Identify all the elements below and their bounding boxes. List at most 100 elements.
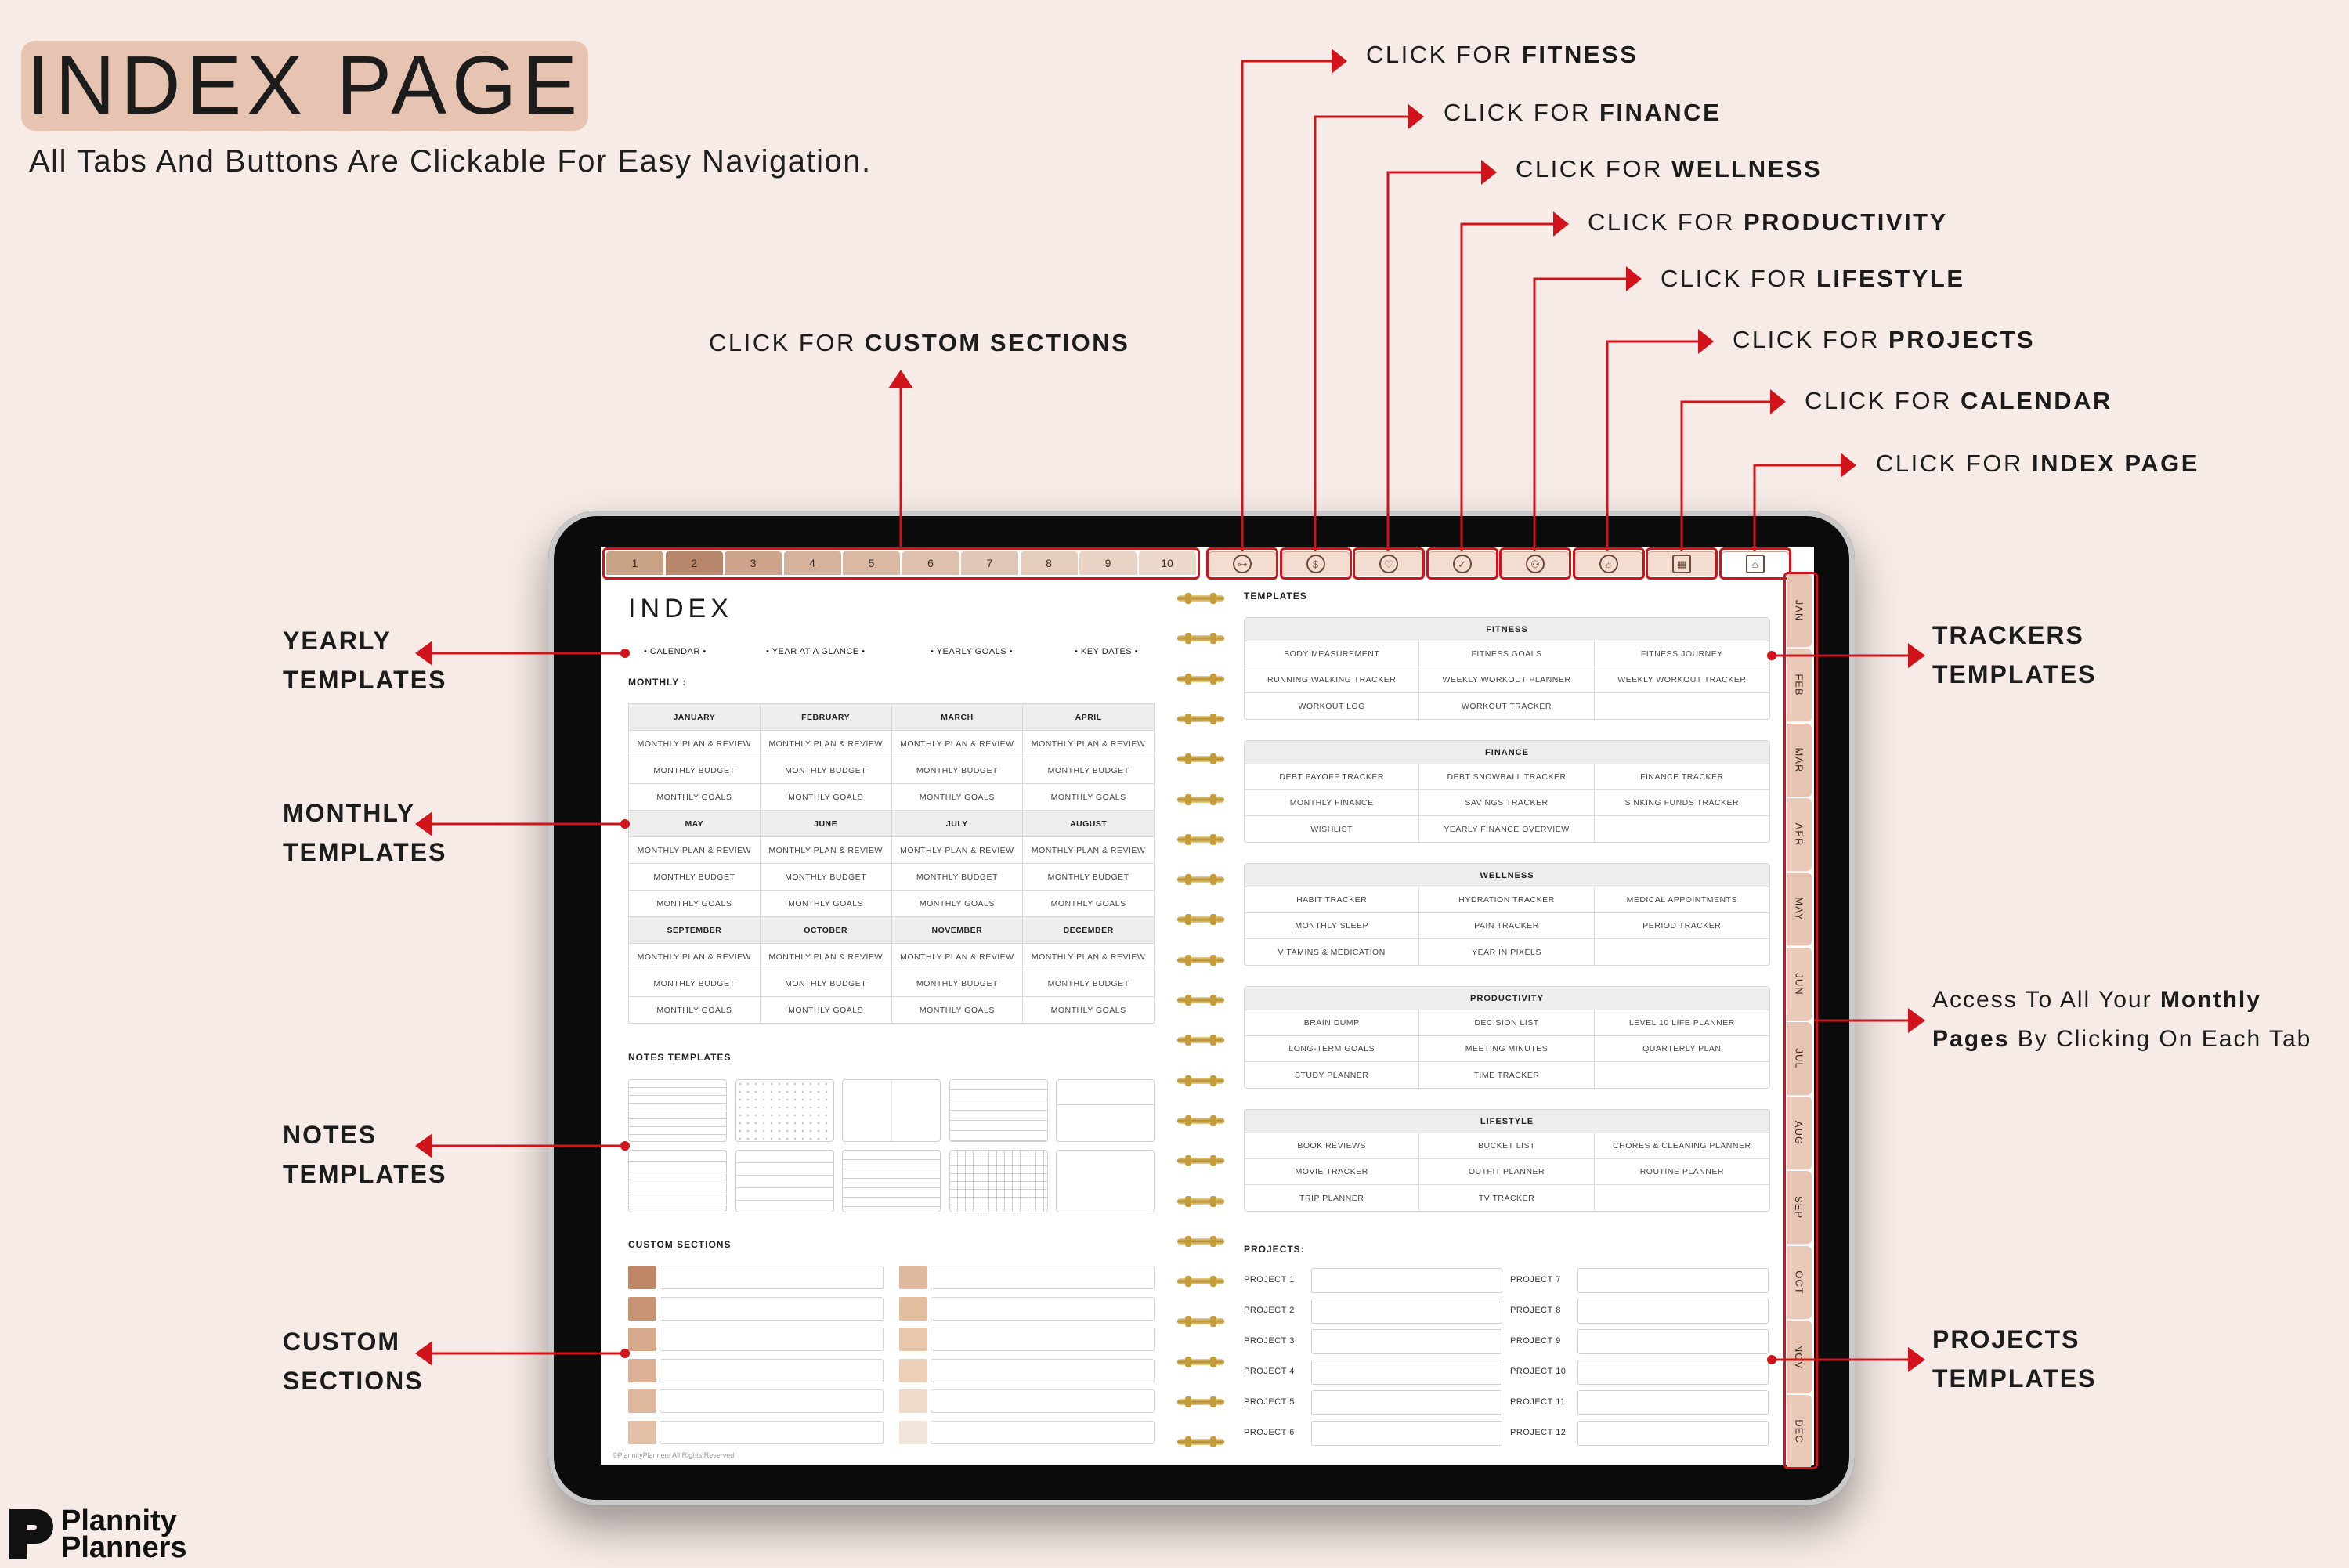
month-item-december[interactable]: MONTHLY PLAN & REVIEW (1022, 943, 1155, 970)
custom-section-5[interactable] (628, 1389, 884, 1413)
template-link[interactable]: SINKING FUNDS TRACKER (1594, 790, 1769, 816)
custom-section-6[interactable] (628, 1420, 884, 1444)
tab-month-oct[interactable]: OCT (1787, 1245, 1812, 1320)
template-link[interactable]: DEBT SNOWBALL TRACKER (1419, 764, 1595, 790)
month-item-may[interactable]: MONTHLY BUDGET (628, 863, 761, 891)
month-item-june[interactable]: MONTHLY BUDGET (759, 863, 892, 891)
tab-custom-8[interactable]: 8 (1020, 551, 1078, 575)
tab-custom-10[interactable]: 10 (1138, 551, 1196, 575)
tab-month-jul[interactable]: JUL (1787, 1021, 1812, 1096)
custom-section-field[interactable] (660, 1420, 884, 1444)
link-year-at-a-glance[interactable]: • YEAR AT A GLANCE • (766, 647, 866, 656)
template-link[interactable]: CHORES & CLEANING PLANNER (1594, 1133, 1769, 1159)
month-item-february[interactable]: MONTHLY PLAN & REVIEW (759, 730, 892, 757)
template-link[interactable]: TV TRACKER (1419, 1185, 1595, 1211)
project-field-11[interactable] (1577, 1390, 1769, 1415)
month-header-april[interactable]: APRIL (1022, 703, 1155, 731)
template-link[interactable]: TRIP PLANNER (1245, 1185, 1420, 1211)
tab-custom-6[interactable]: 6 (902, 551, 959, 575)
month-item-november[interactable]: MONTHLY PLAN & REVIEW (891, 943, 1024, 970)
month-item-may[interactable]: MONTHLY PLAN & REVIEW (628, 836, 761, 864)
tab-custom-7[interactable]: 7 (961, 551, 1018, 575)
month-item-march[interactable]: MONTHLY PLAN & REVIEW (891, 730, 1024, 757)
month-item-march[interactable]: MONTHLY BUDGET (891, 757, 1024, 784)
tab-month-mar[interactable]: MAR (1787, 723, 1812, 797)
project-field-10[interactable] (1577, 1360, 1769, 1385)
template-link[interactable]: FITNESS JOURNEY (1594, 641, 1769, 667)
notes-template-9[interactable] (949, 1150, 1048, 1212)
tab-month-jan[interactable]: JAN (1787, 574, 1812, 648)
tab-dollar[interactable]: $ (1281, 551, 1350, 576)
custom-section-field[interactable] (931, 1296, 1155, 1321)
custom-section-9[interactable] (899, 1328, 1155, 1351)
template-link[interactable]: MEDICAL APPOINTMENTS (1594, 887, 1769, 913)
project-field-7[interactable] (1577, 1268, 1769, 1293)
template-link[interactable]: MONTHLY SLEEP (1245, 913, 1420, 939)
tab-custom-4[interactable]: 4 (783, 551, 841, 575)
month-item-january[interactable]: MONTHLY PLAN & REVIEW (628, 730, 761, 757)
month-header-november[interactable]: NOVEMBER (891, 916, 1024, 944)
template-link[interactable]: PERIOD TRACKER (1594, 913, 1769, 939)
template-link[interactable]: MONTHLY FINANCE (1245, 790, 1420, 816)
template-link[interactable]: MEETING MINUTES (1419, 1036, 1595, 1062)
custom-section-1[interactable] (628, 1266, 884, 1289)
month-item-june[interactable]: MONTHLY GOALS (759, 890, 892, 917)
month-item-september[interactable]: MONTHLY PLAN & REVIEW (628, 943, 761, 970)
month-item-december[interactable]: MONTHLY GOALS (1022, 996, 1155, 1024)
custom-section-12[interactable] (899, 1420, 1155, 1444)
template-link[interactable]: HYDRATION TRACKER (1419, 887, 1595, 913)
month-item-september[interactable]: MONTHLY GOALS (628, 996, 761, 1024)
month-header-august[interactable]: AUGUST (1022, 810, 1155, 837)
notes-template-1[interactable] (628, 1079, 727, 1142)
notes-template-4[interactable] (949, 1079, 1048, 1142)
custom-section-field[interactable] (660, 1358, 884, 1382)
project-field-5[interactable] (1311, 1390, 1502, 1415)
month-header-october[interactable]: OCTOBER (759, 916, 892, 944)
custom-section-field[interactable] (931, 1328, 1155, 1351)
month-item-april[interactable]: MONTHLY BUDGET (1022, 757, 1155, 784)
tab-dumbbell[interactable]: ⊶ (1208, 551, 1277, 576)
custom-section-11[interactable] (899, 1389, 1155, 1413)
template-link[interactable]: RUNNING WALKING TRACKER (1245, 667, 1420, 693)
tab-home[interactable]: ⌂ (1720, 551, 1790, 576)
tab-custom-3[interactable]: 3 (725, 551, 782, 575)
month-item-october[interactable]: MONTHLY PLAN & REVIEW (759, 943, 892, 970)
month-header-june[interactable]: JUNE (759, 810, 892, 837)
template-link[interactable]: FINANCE TRACKER (1594, 764, 1769, 790)
project-field-4[interactable] (1311, 1360, 1502, 1385)
tab-calendar[interactable]: ▦ (1647, 551, 1716, 576)
notes-template-5[interactable] (1056, 1079, 1155, 1142)
template-link[interactable]: LEVEL 10 LIFE PLANNER (1594, 1010, 1769, 1036)
link-key-dates[interactable]: • KEY DATES • (1075, 647, 1139, 656)
template-link[interactable]: FITNESS GOALS (1419, 641, 1595, 667)
template-link[interactable]: SAVINGS TRACKER (1419, 790, 1595, 816)
tab-heart[interactable]: ♡ (1354, 551, 1423, 576)
project-field-9[interactable] (1577, 1329, 1769, 1354)
notes-template-10[interactable] (1056, 1150, 1155, 1212)
template-link[interactable]: BRAIN DUMP (1245, 1010, 1420, 1036)
custom-section-10[interactable] (899, 1358, 1155, 1382)
tab-bulb[interactable]: ☼ (1574, 551, 1643, 576)
tab-check-circle[interactable]: ✓ (1427, 551, 1497, 576)
notes-template-3[interactable] (842, 1079, 941, 1142)
month-item-april[interactable]: MONTHLY PLAN & REVIEW (1022, 730, 1155, 757)
tab-month-aug[interactable]: AUG (1787, 1097, 1812, 1171)
custom-section-field[interactable] (660, 1266, 884, 1289)
month-item-july[interactable]: MONTHLY BUDGET (891, 863, 1024, 891)
tab-month-may[interactable]: MAY (1787, 873, 1812, 947)
month-item-november[interactable]: MONTHLY GOALS (891, 996, 1024, 1024)
tab-month-apr[interactable]: APR (1787, 797, 1812, 872)
custom-section-field[interactable] (660, 1389, 884, 1413)
month-item-september[interactable]: MONTHLY BUDGET (628, 970, 761, 997)
custom-section-field[interactable] (931, 1420, 1155, 1444)
template-link[interactable]: TIME TRACKER (1419, 1062, 1595, 1088)
template-link[interactable]: DEBT PAYOFF TRACKER (1245, 764, 1420, 790)
template-link[interactable]: WEEKLY WORKOUT PLANNER (1419, 667, 1595, 693)
template-link[interactable]: VITAMINS & MEDICATION (1245, 939, 1420, 965)
month-item-april[interactable]: MONTHLY GOALS (1022, 783, 1155, 811)
notes-template-6[interactable] (628, 1150, 727, 1212)
template-link[interactable]: WEEKLY WORKOUT TRACKER (1594, 667, 1769, 693)
template-link[interactable]: YEAR IN PIXELS (1419, 939, 1595, 965)
template-link[interactable]: ROUTINE PLANNER (1594, 1159, 1769, 1185)
template-link[interactable]: YEARLY FINANCE OVERVIEW (1419, 816, 1595, 842)
